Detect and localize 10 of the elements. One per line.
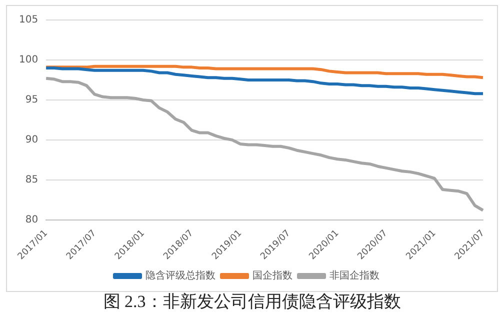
text: 图 2.3：非新发公司信用债隐含评级指数 [102, 291, 402, 313]
legend-label: 隐含评级总指数 [146, 270, 216, 282]
legend-label: 国企指数 [252, 270, 292, 282]
y-tick-label: 90 [25, 134, 38, 146]
y-tick-label: 100 [18, 54, 38, 66]
y-tick-label: 95 [25, 94, 38, 106]
y-tick-label: 85 [25, 174, 38, 186]
legend-label: 非国企指数 [330, 270, 380, 282]
y-tick-label: 105 [18, 14, 38, 26]
y-tick-label: 80 [25, 214, 38, 226]
